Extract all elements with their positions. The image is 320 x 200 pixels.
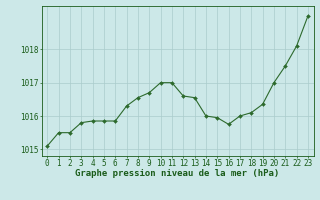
X-axis label: Graphe pression niveau de la mer (hPa): Graphe pression niveau de la mer (hPa) [76,169,280,178]
